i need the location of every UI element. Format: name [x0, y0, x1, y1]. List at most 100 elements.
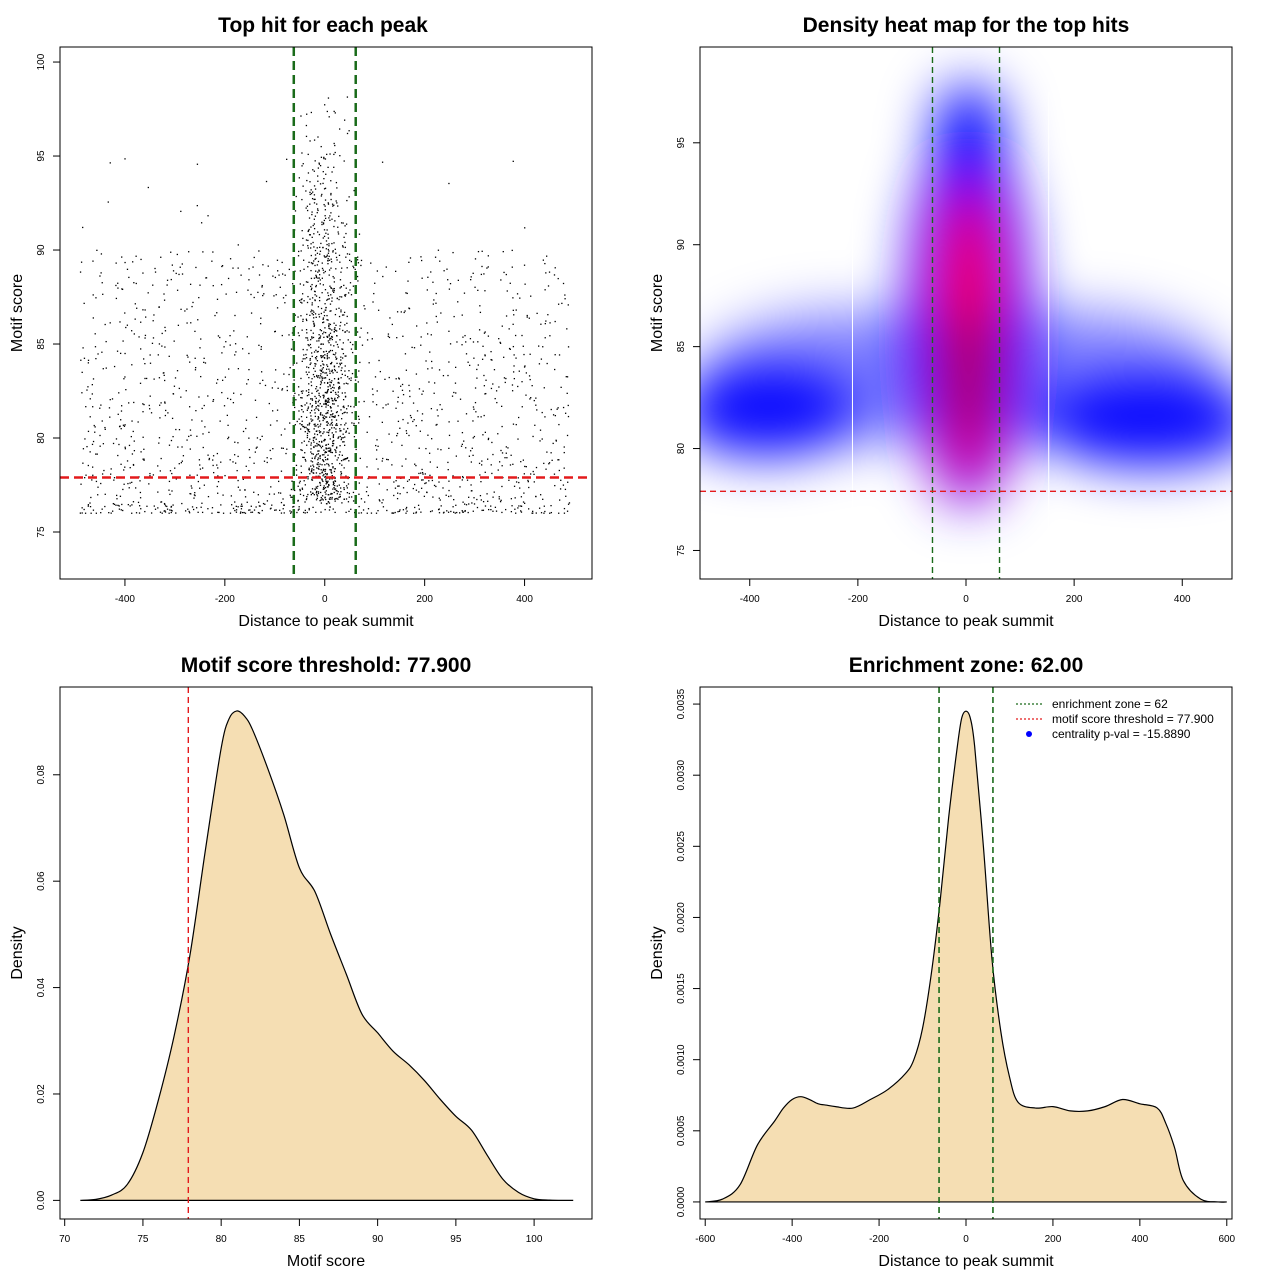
- scatter-point: [484, 331, 486, 333]
- scatter-point: [302, 358, 304, 360]
- scatter-point: [320, 347, 322, 350]
- scatter-point: [468, 503, 470, 505]
- y-tick-label: 0.0025: [676, 831, 687, 862]
- scatter-point: [313, 428, 315, 430]
- scatter-point: [257, 494, 259, 496]
- scatter-point: [318, 399, 320, 401]
- scatter-point: [428, 480, 430, 482]
- scatter-point: [235, 505, 237, 508]
- scatter-point: [313, 409, 316, 411]
- scatter-point: [284, 274, 286, 276]
- scatter-point: [320, 356, 323, 359]
- scatter-point: [149, 362, 152, 364]
- scatter-point: [340, 424, 342, 426]
- scatter-point: [315, 284, 317, 287]
- scatter-point: [358, 493, 360, 495]
- scatter-point: [472, 420, 474, 422]
- scatter-point: [316, 463, 318, 465]
- scatter-point: [129, 467, 131, 469]
- scatter-point: [357, 256, 359, 258]
- scatter-point: [420, 472, 422, 474]
- scatter-point: [464, 510, 466, 513]
- scatter-point: [296, 511, 298, 514]
- scatter-point: [368, 362, 370, 364]
- scatter-point: [94, 431, 96, 433]
- scatter-point: [421, 479, 423, 481]
- scatter-point: [120, 428, 122, 430]
- scatter-point: [208, 458, 210, 461]
- scatter-point: [346, 412, 348, 414]
- scatter-point: [472, 454, 474, 457]
- scatter-point: [565, 495, 567, 497]
- scatter-point: [165, 409, 167, 412]
- scatter-point: [113, 479, 115, 481]
- scatter-point: [563, 507, 566, 510]
- scatter-point: [329, 498, 331, 500]
- scatter-point: [413, 483, 416, 486]
- scatter-point: [311, 479, 313, 481]
- scatter-point: [399, 509, 401, 511]
- scatter-point: [309, 191, 311, 193]
- scatter-point: [455, 392, 457, 394]
- scatter-point: [250, 312, 253, 314]
- scatter-point: [144, 337, 146, 339]
- scatter-point: [512, 423, 515, 425]
- scatter-point: [115, 284, 117, 287]
- scatter-point: [329, 447, 331, 449]
- scatter-point: [207, 215, 209, 217]
- scatter-point: [149, 472, 151, 475]
- scatter-point: [324, 104, 326, 106]
- scatter-point: [523, 492, 525, 494]
- scatter-point: [313, 233, 315, 235]
- scatter-point: [319, 283, 321, 285]
- scatter-point: [477, 250, 480, 253]
- scatter-point: [310, 381, 312, 383]
- scatter-point: [425, 447, 427, 450]
- scatter-point: [462, 336, 464, 338]
- scatter-point: [204, 426, 206, 428]
- scatter-point: [118, 425, 121, 428]
- scatter-point: [511, 505, 513, 507]
- x-tick-label: 95: [450, 1234, 462, 1245]
- scatter-point: [343, 441, 345, 443]
- scatter-point: [318, 277, 320, 279]
- scatter-point: [323, 427, 325, 430]
- scatter-point: [259, 505, 261, 507]
- scatter-point: [532, 470, 534, 473]
- scatter-point: [240, 274, 242, 276]
- scatter-point: [314, 357, 317, 359]
- scatter-point: [320, 435, 322, 437]
- scatter-point: [322, 394, 324, 397]
- scatter-point: [337, 391, 339, 393]
- scatter-point: [339, 493, 341, 496]
- scatter-point: [333, 277, 335, 279]
- scatter-point: [89, 398, 91, 400]
- scatter-point: [200, 338, 202, 340]
- scatter-point: [332, 484, 335, 486]
- scatter-point: [310, 243, 312, 245]
- scatter-point: [419, 430, 421, 432]
- scatter-point: [246, 336, 248, 338]
- scatter-point: [567, 503, 570, 505]
- scatter-point: [490, 464, 492, 466]
- scatter-point: [326, 110, 328, 113]
- scatter-point: [440, 312, 442, 314]
- scatter-point: [92, 317, 94, 319]
- scatter-point: [330, 192, 332, 195]
- scatter-point: [347, 501, 350, 503]
- scatter-point: [235, 351, 237, 353]
- scatter-point: [327, 397, 330, 400]
- scatter-point: [565, 376, 567, 378]
- scatter-point: [429, 351, 431, 353]
- scatter-point: [324, 403, 326, 405]
- scatter-point: [275, 509, 277, 511]
- scatter-point: [425, 482, 427, 484]
- scatter-point: [331, 463, 333, 465]
- scatter-point: [305, 390, 308, 392]
- scatter-point: [336, 343, 339, 346]
- scatter-point: [340, 409, 342, 411]
- scatter-point: [314, 423, 316, 425]
- scatter-point: [332, 467, 334, 469]
- scatter-point: [517, 507, 519, 509]
